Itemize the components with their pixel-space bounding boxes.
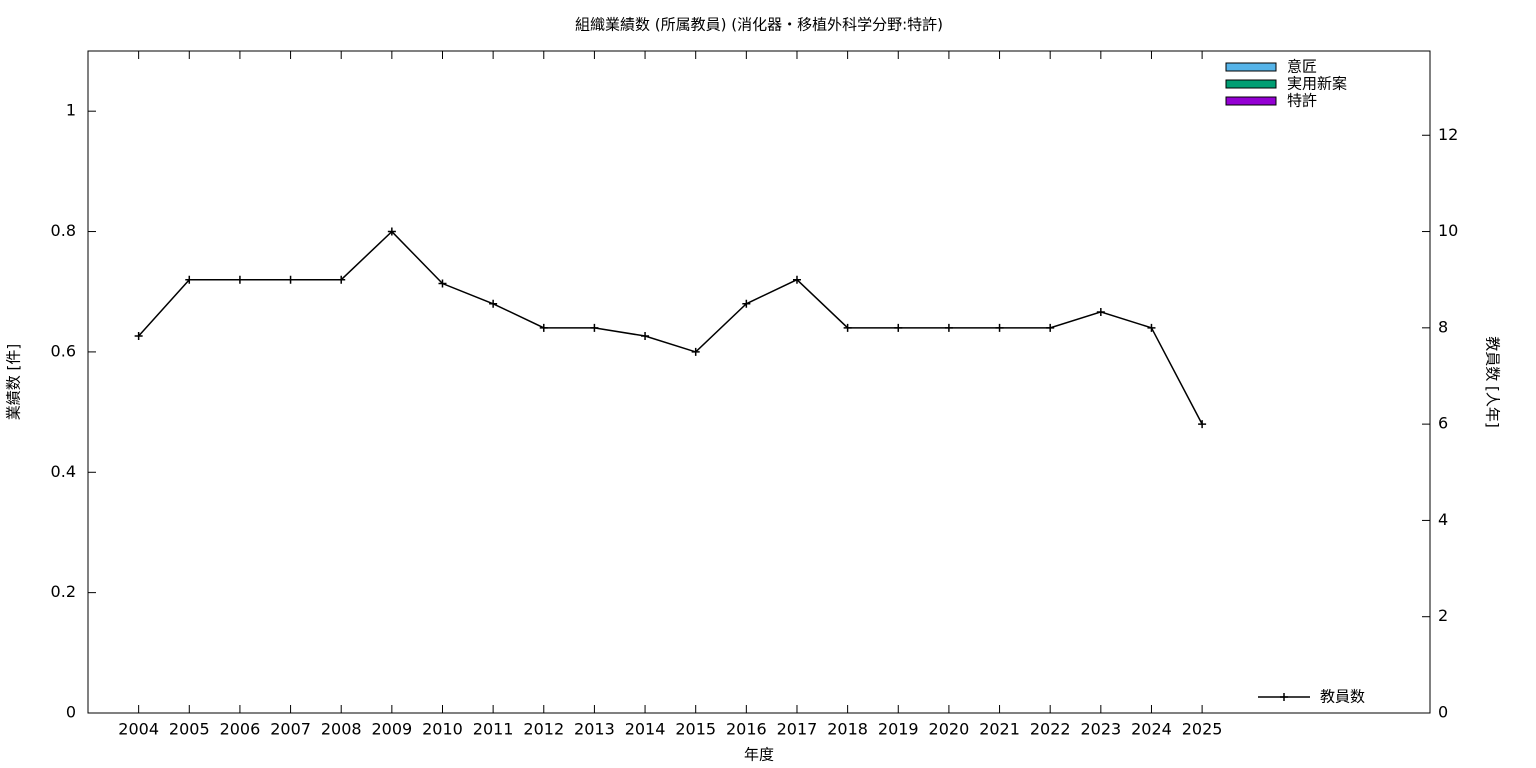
- x-tick-label: 2012: [523, 720, 564, 739]
- y-tick-label: 0.8: [51, 221, 76, 240]
- staff-point: [944, 323, 953, 332]
- y2-tick-label: 4: [1438, 510, 1448, 529]
- legend-swatch: [1225, 79, 1277, 89]
- legend-label: 教員数: [1320, 688, 1365, 706]
- y2-tick-label: 2: [1438, 606, 1448, 625]
- y-tick-label: 0.2: [51, 582, 76, 601]
- y2-tick-label: 8: [1438, 317, 1448, 336]
- x-tick-label: 2015: [675, 720, 716, 739]
- x-tick-label: 2024: [1131, 720, 1172, 739]
- x-tick-label: 2020: [929, 720, 970, 739]
- legend-label: 意匠: [1287, 58, 1317, 76]
- y2-tick-label: 12: [1438, 125, 1458, 144]
- x-tick-label: 2008: [321, 720, 362, 739]
- chart-title: 組織業績数 (所属教員) (消化器・移植外科学分野:特許): [575, 16, 943, 34]
- staff-point: [1147, 323, 1156, 332]
- staff-line: [138, 230, 1203, 425]
- x-tick-label: 2022: [1030, 720, 1071, 739]
- legend-label: 実用新案: [1287, 75, 1347, 93]
- x-tick-label: 2005: [169, 720, 210, 739]
- legend-point: [1280, 693, 1288, 701]
- staff-point: [387, 227, 396, 236]
- staff-point: [792, 275, 801, 284]
- y-tick-label: 0: [66, 703, 76, 722]
- staff-point: [995, 323, 1004, 332]
- x-axis-label: 年度: [744, 746, 774, 764]
- staff-point: [1046, 323, 1055, 332]
- x-tick-label: 2014: [625, 720, 666, 739]
- y-tick-label: 0.4: [51, 462, 76, 481]
- x-tick-label: 2023: [1080, 720, 1121, 739]
- x-tick-label: 2007: [270, 720, 311, 739]
- x-tick-label: 2006: [220, 720, 261, 739]
- staff-point: [641, 332, 650, 341]
- staff-point: [691, 347, 700, 356]
- staff-point: [235, 275, 244, 284]
- staff-point: [438, 279, 447, 288]
- y-tick-label: 1: [66, 101, 76, 120]
- staff-point: [1198, 420, 1207, 429]
- staff-point: [894, 323, 903, 332]
- staff-point: [185, 275, 194, 284]
- staff-point: [489, 299, 498, 308]
- plot-frame: [87, 50, 1431, 714]
- staff-point: [843, 323, 852, 332]
- legend-label: 特許: [1287, 92, 1317, 110]
- x-tick-label: 2025: [1182, 720, 1223, 739]
- y-axis-label: 業績数 [件]: [5, 344, 23, 420]
- x-tick-label: 2017: [777, 720, 818, 739]
- staff-point: [590, 323, 599, 332]
- y2-tick-label: 10: [1438, 221, 1458, 240]
- x-tick-label: 2021: [979, 720, 1020, 739]
- y2-tick-label: 0: [1438, 703, 1448, 722]
- staff-point: [286, 275, 295, 284]
- staff-point: [337, 275, 346, 284]
- x-tick-label: 2004: [118, 720, 159, 739]
- y-tick-label: 0.6: [51, 341, 76, 360]
- legend-swatch: [1225, 96, 1277, 106]
- x-tick-label: 2019: [878, 720, 919, 739]
- y2-axis-label: 教員数 [人年]: [1484, 336, 1502, 427]
- x-tick-label: 2013: [574, 720, 615, 739]
- x-tick-label: 2010: [422, 720, 463, 739]
- staff-point: [134, 332, 143, 341]
- x-tick-label: 2018: [827, 720, 868, 739]
- x-tick-label: 2011: [473, 720, 514, 739]
- y2-tick-label: 6: [1438, 414, 1448, 433]
- staff-point: [742, 299, 751, 308]
- staff-point: [1096, 307, 1105, 316]
- x-tick-label: 2009: [371, 720, 412, 739]
- x-tick-label: 2016: [726, 720, 767, 739]
- staff-point: [539, 323, 548, 332]
- legend-swatch: [1225, 62, 1277, 72]
